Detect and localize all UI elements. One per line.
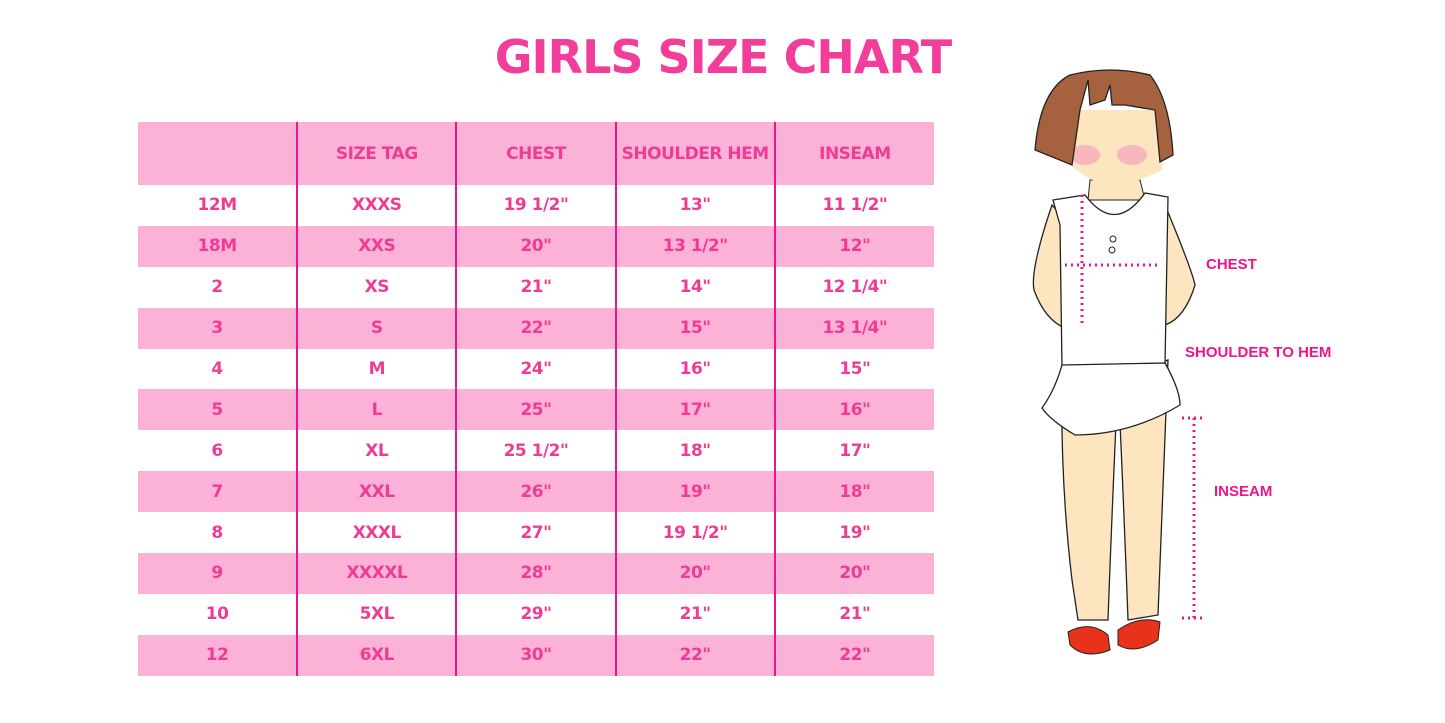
table-cell: 15" (614, 307, 775, 349)
table-cell: 19" (614, 471, 775, 513)
column-header: SHOULDER HEM (614, 122, 775, 185)
table-cell: 20" (455, 225, 616, 267)
table-cell: 17" (773, 430, 934, 472)
table-cell: S (296, 307, 457, 349)
table-cell: 22" (614, 634, 775, 676)
table-cell: 20" (773, 553, 934, 594)
table-cell: 6 (211, 440, 223, 461)
table-cell: 2 (211, 277, 223, 298)
table-cell: 10 (205, 604, 229, 625)
table-cell: 19 1/2" (614, 512, 775, 554)
inseam-label: INSEAM (1214, 483, 1273, 500)
table-cell: 16" (773, 389, 934, 431)
table-cell: 11 1/2" (773, 185, 934, 226)
table-cell: 28" (455, 553, 616, 594)
table-row: 10 5XL 29" 21" 21" (138, 593, 934, 635)
table-cell: XS (296, 266, 457, 308)
table-cell: 21" (773, 593, 934, 635)
column-header: CHEST (455, 122, 616, 185)
column-header (138, 122, 298, 185)
table-cell: 29" (455, 593, 616, 635)
table-cell: 27" (455, 512, 616, 554)
table-cell: 9 (138, 553, 298, 594)
table-cell: 18" (773, 471, 934, 513)
girl-figure-icon (1032, 69, 1202, 655)
table-cell: 5XL (296, 593, 457, 635)
table-cell: 25" (455, 389, 616, 431)
table-header-row: SIZE TAG CHEST SHOULDER HEM INSEAM (138, 122, 934, 185)
table-cell: 13 1/2" (614, 225, 775, 267)
table-row: 18M XXS 20" 13 1/2" 12" (138, 225, 934, 267)
table-cell: XXS (296, 225, 457, 267)
table-cell: 15" (773, 348, 934, 390)
table-cell: 26" (455, 471, 616, 513)
table-row: 3 S 22" 15" 13 1/4" (138, 307, 934, 349)
table-cell: 17" (614, 389, 775, 431)
table-cell: 22" (455, 307, 616, 349)
table-cell: 14" (614, 266, 775, 308)
table-row: 4 M 24" 16" 15" (138, 348, 934, 390)
table-cell: 3 (138, 307, 298, 349)
table-cell: 12M (197, 195, 238, 216)
table-cell: XL (296, 430, 457, 472)
table-row: 9 XXXXL 28" 20" 20" (138, 553, 934, 594)
table-cell: 12 (138, 634, 298, 676)
page-title: GIRLS SIZE CHART (494, 30, 952, 84)
table-row: 12M XXXS 19 1/2" 13" 11 1/2" (138, 185, 934, 226)
table-cell: 13" (614, 185, 775, 226)
chest-label: CHEST (1206, 256, 1257, 273)
table-cell: 7 (138, 471, 298, 513)
table-cell: XXXXL (296, 553, 457, 594)
table-cell: 12" (773, 225, 934, 267)
size-table: SIZE TAG CHEST SHOULDER HEM INSEAM 12M XXXS 1… (138, 122, 934, 676)
table-cell: 8 (211, 522, 223, 543)
table-cell: 25 1/2" (455, 430, 616, 472)
column-header: INSEAM (773, 122, 934, 185)
table-cell: 18" (614, 430, 775, 472)
table-row: 7 XXL 26" 19" 18" (138, 471, 934, 513)
table-cell: 13 1/4" (773, 307, 934, 349)
table-cell: 4 (211, 359, 223, 379)
table-cell: 12 1/4" (773, 266, 934, 308)
table-cell: 19 1/2" (455, 185, 616, 226)
table-cell: L (296, 389, 457, 431)
table-cell: XXXS (296, 185, 457, 226)
table-cell: 6XL (296, 634, 457, 676)
table-cell: 24" (455, 348, 616, 390)
table-cell: XXXL (296, 512, 457, 554)
table-row: 8 XXXL 27" 19 1/2" 19" (138, 512, 934, 554)
table-row: 5 L 25" 17" 16" (138, 389, 934, 431)
table-cell: XXL (296, 471, 457, 513)
table-cell: 30" (455, 634, 616, 676)
table-cell: 19" (773, 512, 934, 554)
girl-measurement-illustration: CHEST SHOULDER TO HEM INSEAM (1000, 60, 1380, 664)
table-row: 6 XL 25 1/2" 18" 17" (138, 430, 934, 472)
table-cell: 22" (773, 634, 934, 676)
column-header: SIZE TAG (296, 122, 457, 185)
table-cell: 21" (455, 266, 616, 308)
table-cell: 18M (138, 225, 298, 267)
table-cell: M (296, 348, 457, 390)
table-cell: 20" (614, 553, 775, 594)
table-row: 2 XS 21" 14" 12 1/4" (138, 266, 934, 308)
table-cell: 16" (614, 348, 775, 390)
table-row: 12 6XL 30" 22" 22" (138, 634, 934, 676)
table-cell: 21" (614, 593, 775, 635)
table-cell: 5 (138, 389, 298, 431)
shoulder-to-hem-label: SHOULDER TO HEM (1185, 344, 1332, 361)
